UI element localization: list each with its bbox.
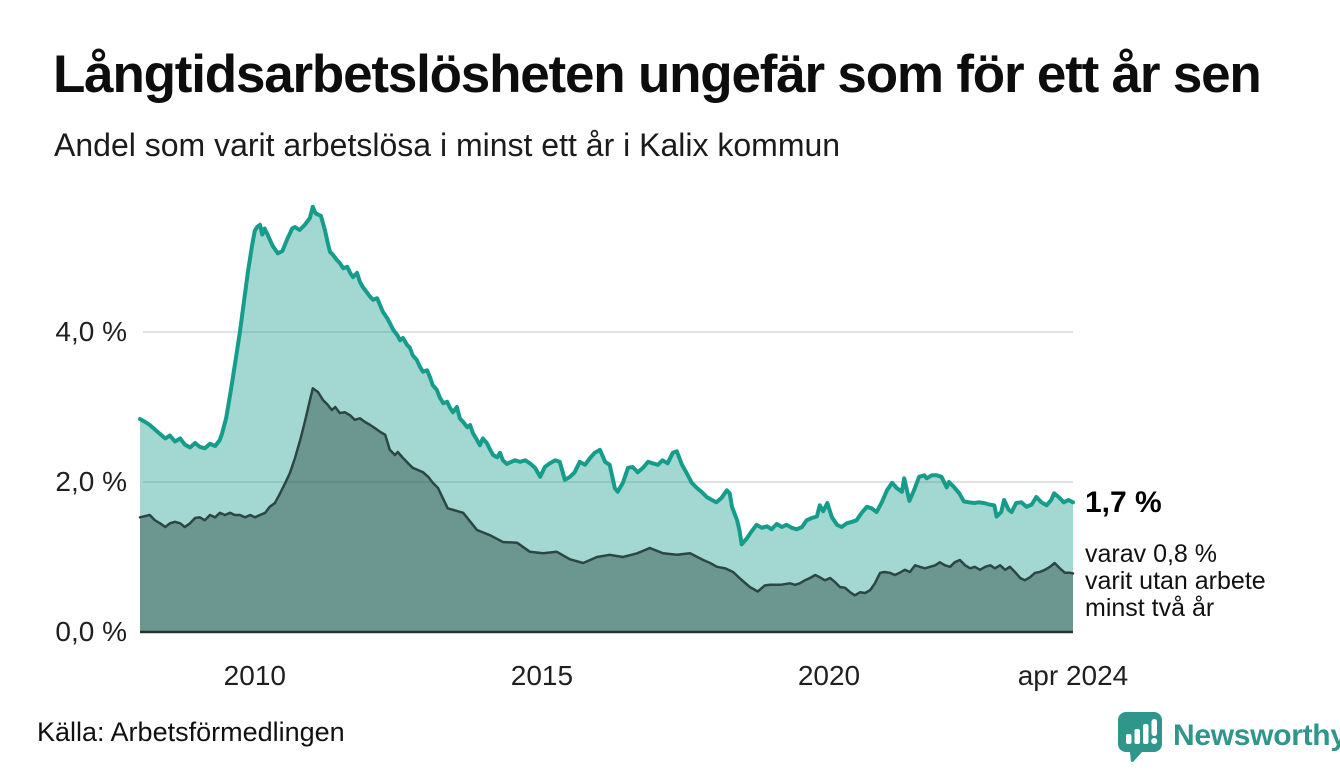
page-title: Långtidsarbetslösheten ungefär som för e… — [53, 45, 1262, 104]
series-fill-1 — [140, 388, 1073, 632]
newsworthy-bubble-chart-icon — [1115, 710, 1163, 762]
x-axis-tick-2010: 2010 — [223, 660, 286, 691]
series-line-0 — [138, 204, 1075, 547]
newsworthy-logo: Newsworthy — [1115, 710, 1340, 762]
series-fill-0 — [140, 206, 1073, 633]
x-axis-tick-2020: 2020 — [797, 660, 861, 691]
y-axis-tick-2: 2,0 % — [55, 466, 127, 497]
x-axis-tick-apr-2024: apr 2024 — [1017, 660, 1129, 691]
breakdown-line-2: varit utan arbete — [1085, 567, 1266, 595]
latest-value-label: 1,7 % — [1085, 486, 1162, 519]
source-note: Källa: Arbetsförmedlingen — [37, 717, 345, 747]
breakdown-line-1: varav 0,8 % — [1085, 540, 1218, 568]
newsworthy-wordmark: Newsworthy — [1173, 719, 1340, 752]
page-subtitle: Andel som varit arbetslösa i minst ett å… — [54, 127, 841, 163]
y-axis-tick-4: 4,0 % — [55, 316, 127, 347]
breakdown-line-3: minst två år — [1085, 594, 1215, 622]
latest-breakdown-label: varav 0,8 % varit utan arbete minst två … — [1085, 541, 1266, 622]
series-line-1 — [138, 387, 1075, 597]
y-axis-tick-0: 0,0 % — [55, 616, 127, 647]
x-axis-tick-2015: 2015 — [510, 660, 574, 691]
